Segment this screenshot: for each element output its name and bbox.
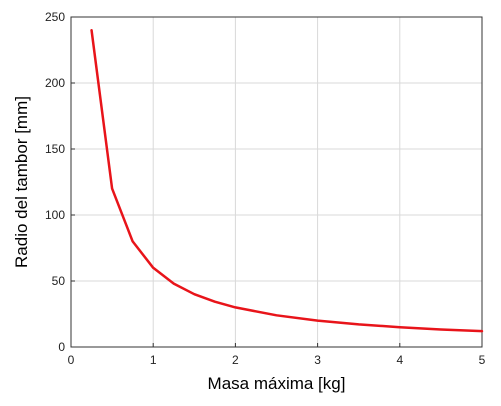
x-tick-label: 3 xyxy=(314,353,321,367)
series-line-0 xyxy=(90,28,484,333)
grid xyxy=(71,17,482,347)
y-tick-label: 100 xyxy=(45,208,65,222)
y-tick-label: 0 xyxy=(58,340,65,354)
x-tick-label: 5 xyxy=(479,353,486,367)
y-axis-title: Radio del tambor [mm] xyxy=(12,96,31,268)
y-tick-label: 150 xyxy=(45,142,65,156)
x-tick-label: 0 xyxy=(68,353,75,367)
x-tick-label: 4 xyxy=(396,353,403,367)
y-tick-label: 250 xyxy=(45,10,65,24)
plot-frame xyxy=(70,16,483,348)
y-tick-label: 200 xyxy=(45,76,65,90)
x-axis-title: Masa máxima [kg] xyxy=(208,374,346,393)
series-layer xyxy=(90,28,484,333)
x-tick-label: 1 xyxy=(150,353,157,367)
y-tick-label: 50 xyxy=(52,274,66,288)
x-tick-label: 2 xyxy=(232,353,239,367)
